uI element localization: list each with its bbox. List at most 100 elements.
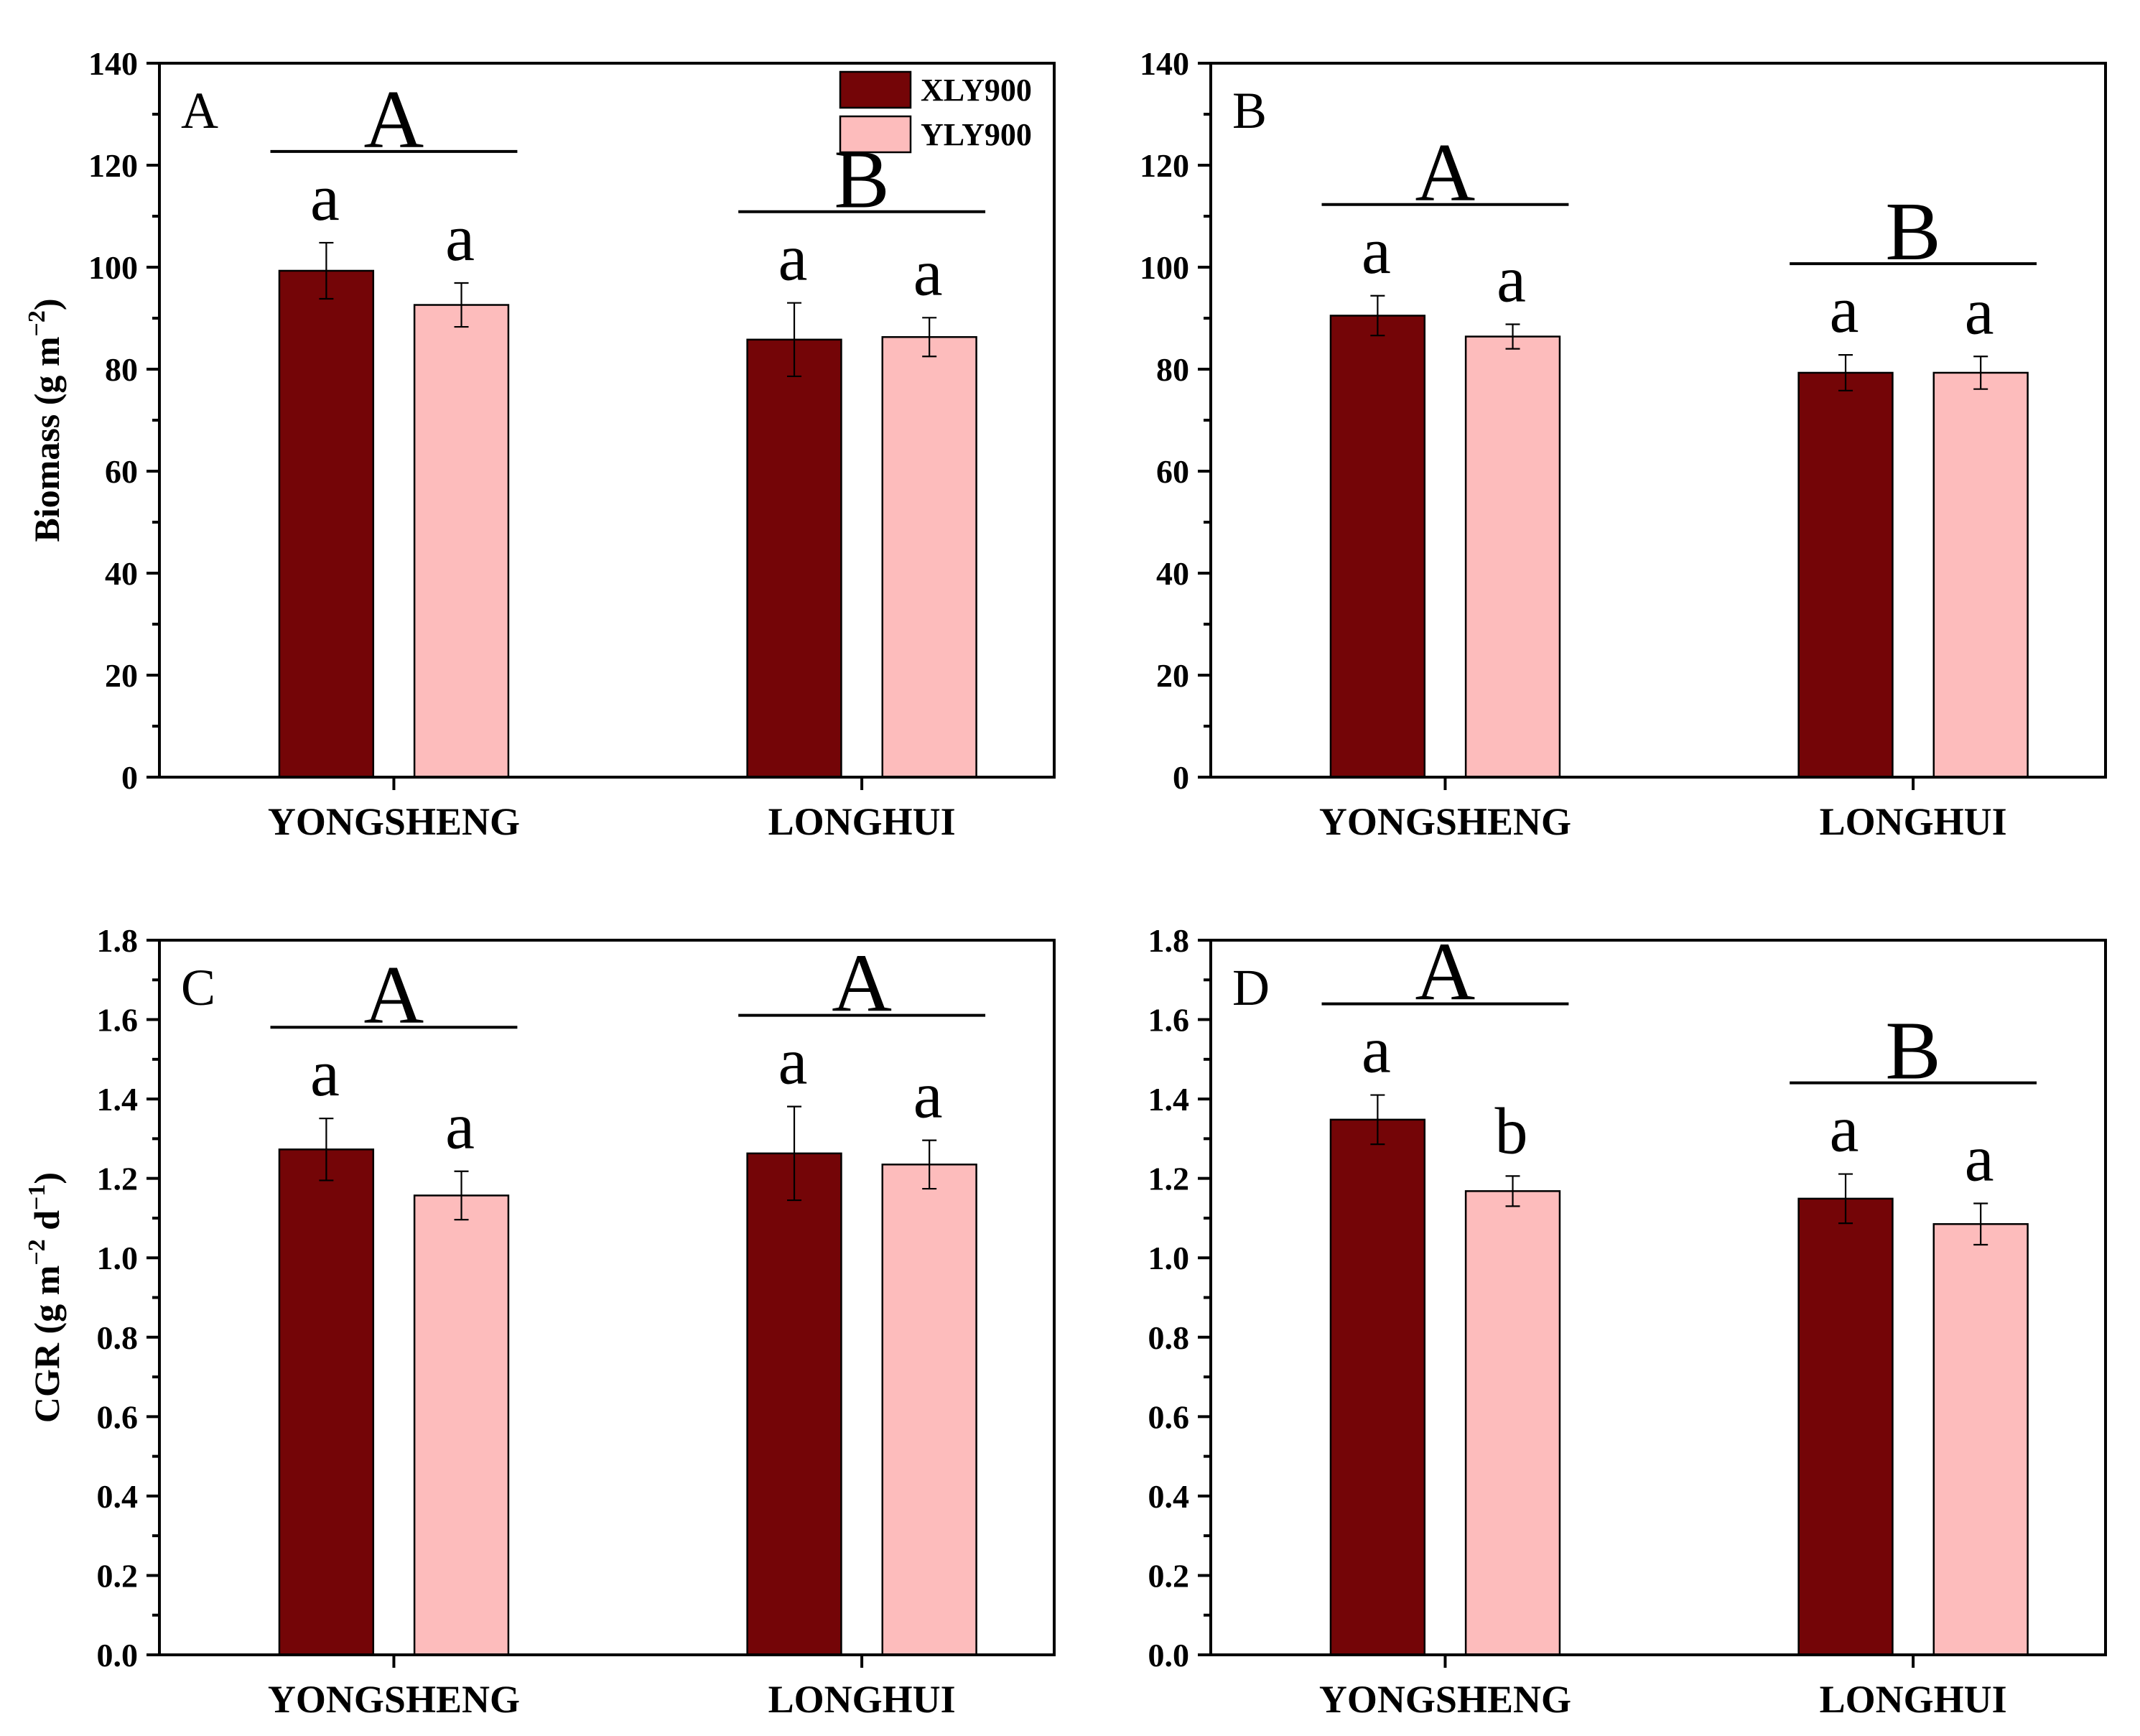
x-tick-label: YONGSHENG [1319,1678,1571,1721]
significance-letter: a [1362,1013,1391,1087]
y-tick-label: 0.6 [1148,1398,1190,1435]
x-tick-label: YONGSHENG [268,800,520,843]
bar-yly900-longhui [881,336,977,779]
y-tick-label: 0.2 [97,1557,139,1594]
y-tick-label: 0 [121,759,138,796]
bar-xly900-yongsheng [1329,315,1426,779]
y-axis-title-part: ) [27,1172,67,1184]
group-letter: B [1885,1006,1940,1097]
bar-yly900-yongsheng [413,1194,510,1656]
y-tick-label: 1.4 [97,1081,139,1118]
significance-letter: a [913,1059,943,1132]
y-tick-label: 120 [1140,147,1189,184]
significance-letter: a [310,161,340,234]
panel-letter: C [181,959,215,1016]
x-tick-label: LONGHUI [768,1678,956,1721]
y-axis-title-part: CGR (g m [27,1266,67,1423]
y-tick-label: 1.4 [1148,1081,1190,1118]
bar-xly900-yongsheng [278,1148,375,1656]
significance-letter: a [310,1036,340,1110]
bar-yly900-yongsheng [1464,335,1561,779]
legend-label-yly900: YLY900 [921,117,1032,152]
y-tick-label: 80 [1156,351,1189,388]
y-tick-label: 20 [105,657,138,694]
bar-xly900-longhui [746,1152,842,1656]
y-tick-label: 0.6 [97,1398,139,1435]
bar-xly900-yongsheng [1329,1118,1426,1656]
group-letter: A [364,950,424,1041]
y-axis-title-part: d [27,1210,67,1240]
y-tick-label: 1.6 [97,1002,139,1039]
y-tick-label: 0.4 [1148,1478,1190,1515]
y-tick-label: 100 [88,249,138,286]
significance-letter: a [1965,1121,1994,1194]
bar-yly900-longhui [881,1164,977,1656]
y-tick-label: 1.8 [1148,922,1190,959]
y-tick-label: 1.2 [97,1161,139,1197]
y-axis-title-part: −1 [24,1184,50,1210]
y-tick-label: 0.0 [97,1637,139,1674]
bar-xly900-yongsheng [278,269,375,779]
bar-yly900-longhui [1932,1222,2029,1656]
bar-xly900-longhui [746,338,842,779]
significance-letter: a [445,201,475,274]
panel-c: 0.0 0.2 0.4 0.6 0.8 1.0 1.2 1.4 1.6 1.8 YONGSHENG L… [24,922,1056,1721]
y-tick-label: 140 [1140,45,1189,82]
y-tick-label: 80 [105,351,138,388]
x-tick-label: LONGHUI [1820,1678,2007,1721]
panel-d: 0.0 0.2 0.4 0.6 0.8 1.0 1.2 1.4 1.6 1.8 YONGSHENG L… [1148,922,2107,1721]
bar-xly900-longhui [1797,371,1894,779]
bar-xly900-longhui [1797,1197,1894,1656]
y-axis-title-part: ) [27,298,67,310]
y-axis-title-part: −2 [24,1239,50,1265]
panel-letter: A [181,82,218,139]
significance-letter: a [1965,274,1994,348]
significance-letter: a [778,221,808,294]
significance-letter: a [1830,1092,1859,1166]
group-letter: A [1415,127,1476,219]
y-tick-label: 40 [105,555,138,592]
y-tick-label: 0.8 [1148,1319,1190,1356]
significance-letter: a [445,1090,475,1163]
panel-letter: B [1232,82,1267,139]
legend-swatch-xly900 [839,70,912,109]
y-tick-label: 1.8 [97,922,139,959]
y-tick-label: 60 [105,453,138,490]
significance-letter: a [1362,214,1391,287]
group-letter: B [1885,186,1940,278]
significance-letter: a [1830,273,1859,346]
significance-letter: a [913,236,943,309]
y-tick-label: 0.4 [97,1478,139,1515]
y-tick-label: 60 [1156,453,1189,490]
legend-swatch-yly900 [839,115,912,154]
y-tick-label: 140 [88,45,138,82]
y-axis-title-part: Biomass (g m [27,336,67,542]
group-letter: A [832,938,892,1030]
y-axis-title: CGR (g m−2 d−1) [24,1172,67,1423]
y-tick-label: 1.2 [1148,1161,1190,1197]
plot-frame [1209,62,2107,779]
y-tick-label: 120 [88,147,138,184]
plot-frame [158,62,1056,779]
x-tick-label: YONGSHENG [268,1678,520,1721]
y-axis-title: Biomass (g m−2) [24,298,67,542]
y-tick-label: 0.2 [1148,1557,1190,1594]
plot-frame [158,939,1056,1656]
bar-yly900-yongsheng [1464,1190,1561,1656]
y-tick-label: 40 [1156,555,1189,592]
y-tick-label: 0 [1173,759,1189,796]
significance-letter: a [778,1025,808,1098]
y-axis-title-part: −2 [24,310,50,336]
y-tick-label: 1.0 [1148,1240,1190,1276]
group-letter: A [364,74,424,166]
bar-yly900-yongsheng [413,304,510,779]
y-tick-label: 20 [1156,657,1189,694]
y-tick-label: 1.6 [1148,1002,1190,1039]
y-tick-label: 1.0 [97,1240,139,1276]
y-tick-label: 100 [1140,249,1189,286]
plot-frame [1209,939,2107,1656]
y-tick-label: 0.8 [97,1319,139,1356]
